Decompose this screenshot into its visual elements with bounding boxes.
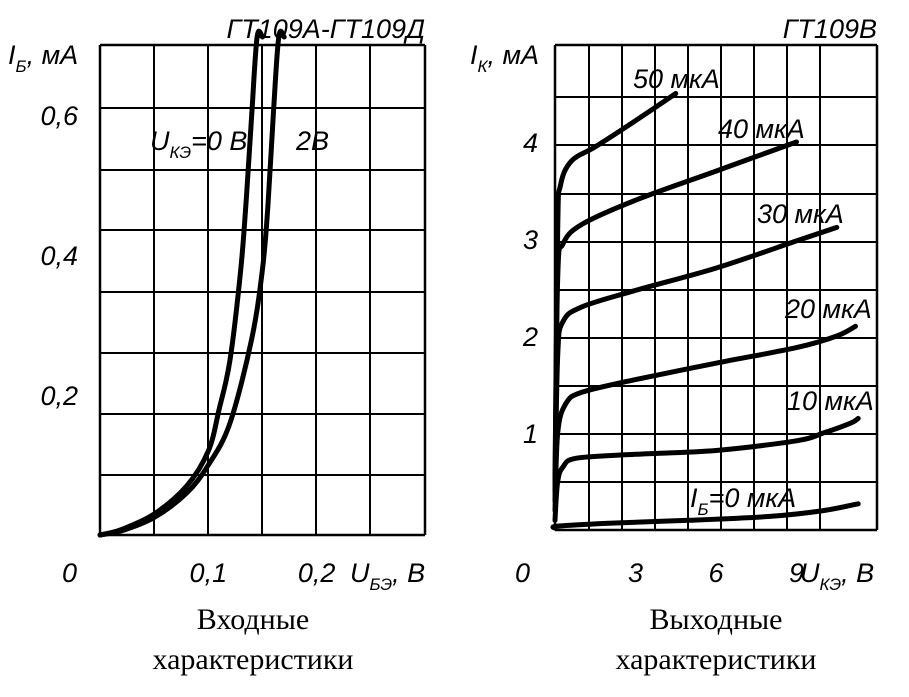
input-x-tick-label-0: 0,1: [190, 558, 228, 588]
output-series-label-4: 40 мкА: [718, 114, 805, 144]
output-y-axis-label-main: I: [470, 40, 478, 70]
output-caption-line-1: Выходные: [650, 603, 783, 636]
input-characteristics-chart: 0,1 0,20,20,40,6 ГТ109А-ГТ109Д IБ, мА UБЭ…: [8, 14, 427, 676]
input-curves: [97, 28, 287, 538]
input-y-axis-label-unit: , мА: [27, 40, 79, 70]
output-x-axis-label-sub: КЭ: [820, 575, 842, 594]
output-x-tick-label-1: 6: [708, 558, 724, 588]
svg-text:IБ, мА: IБ, мА: [8, 40, 78, 76]
svg-text:IБ=0 мкА: IБ=0 мкА: [690, 483, 796, 519]
svg-text:UКЭ, В: UКЭ, В: [800, 558, 874, 594]
input-y-tick-label-0: 0,2: [40, 381, 78, 411]
input-series-label-1: 2В: [295, 126, 329, 156]
output-series-line-1: [552, 415, 861, 523]
input-x-axis-label-main: U: [350, 558, 370, 588]
output-y-tick-label-1: 2: [522, 322, 538, 352]
svg-text:UКЭ=0 В: UКЭ=0 В: [150, 126, 247, 162]
input-origin-label: 0: [62, 558, 77, 588]
input-chart-title: ГТ109А-ГТ109Д: [227, 14, 425, 44]
output-x-axis-label-main: U: [800, 558, 820, 588]
output-y-axis-label: IК, мА: [470, 40, 539, 76]
output-series-label-1: 10 мкА: [787, 386, 874, 416]
svg-text:UБЭ, В: UБЭ, В: [350, 558, 425, 594]
svg-text:IК, мА: IК, мА: [470, 40, 539, 76]
input-x-tick-label-1: 0,2: [298, 558, 336, 588]
input-y-axis-label-main: I: [8, 40, 16, 70]
output-x-tick-label-2: 9: [789, 558, 804, 588]
input-series-label-0: UКЭ=0 В: [150, 126, 247, 162]
input-caption-line-2: характеристики: [152, 643, 353, 676]
input-y-tick-label-2: 0,6: [40, 101, 79, 131]
input-grid: [98, 43, 427, 537]
input-series-label-0-text: =0 В: [191, 126, 247, 156]
input-x-axis-label: UБЭ, В: [350, 558, 425, 594]
output-y-axis-label-unit: , мА: [488, 40, 540, 70]
input-caption-line-1: Входные: [197, 603, 309, 636]
output-y-tick-label-2: 3: [523, 225, 538, 255]
output-caption-line-2: характеристики: [615, 643, 816, 676]
output-series-line-2: [552, 323, 858, 514]
output-series-line-0: [550, 501, 861, 531]
output-series-label-3: 30 мкА: [757, 199, 844, 229]
input-series-prefix-main: U: [150, 126, 170, 156]
input-x-axis-label-sub: БЭ: [370, 575, 393, 594]
output-origin-label: 0: [515, 558, 530, 588]
input-tick-labels: 0,1 0,2 0,2 0,4 0,6: [40, 101, 335, 588]
output-series-line-3: [552, 224, 840, 504]
input-series-line-0: [97, 28, 265, 538]
output-series-label-5: 50 мкА: [633, 64, 720, 94]
input-y-axis-label-sub: Б: [16, 57, 27, 76]
output-grid: [553, 43, 879, 532]
output-x-axis-label-unit: , В: [841, 558, 874, 588]
output-series-prefix-main: I: [690, 483, 698, 513]
output-x-axis-label: UКЭ, В: [800, 558, 874, 594]
output-curves: [550, 91, 861, 531]
output-x-tick-label-0: 3: [628, 558, 643, 588]
output-series-prefix-sub: Б: [698, 500, 709, 519]
output-series-label-0: IБ=0 мкА: [690, 483, 796, 519]
input-y-axis-label: IБ, мА: [8, 40, 78, 76]
output-chart-title: ГТ109В: [783, 14, 877, 44]
input-series-line-1: [97, 28, 287, 538]
output-series-label-2: 20 мкА: [784, 294, 872, 324]
output-series-label-0-text: =0 мкА: [709, 483, 797, 513]
output-series-line-5: [552, 91, 679, 484]
input-x-axis-label-unit: , В: [392, 558, 425, 588]
output-y-tick-label-3: 4: [523, 128, 538, 158]
input-y-tick-label-1: 0,4: [40, 241, 78, 271]
input-series-prefix-sub: КЭ: [170, 143, 192, 162]
output-y-axis-label-sub: К: [478, 57, 489, 76]
output-y-tick-label-0: 1: [523, 419, 538, 449]
